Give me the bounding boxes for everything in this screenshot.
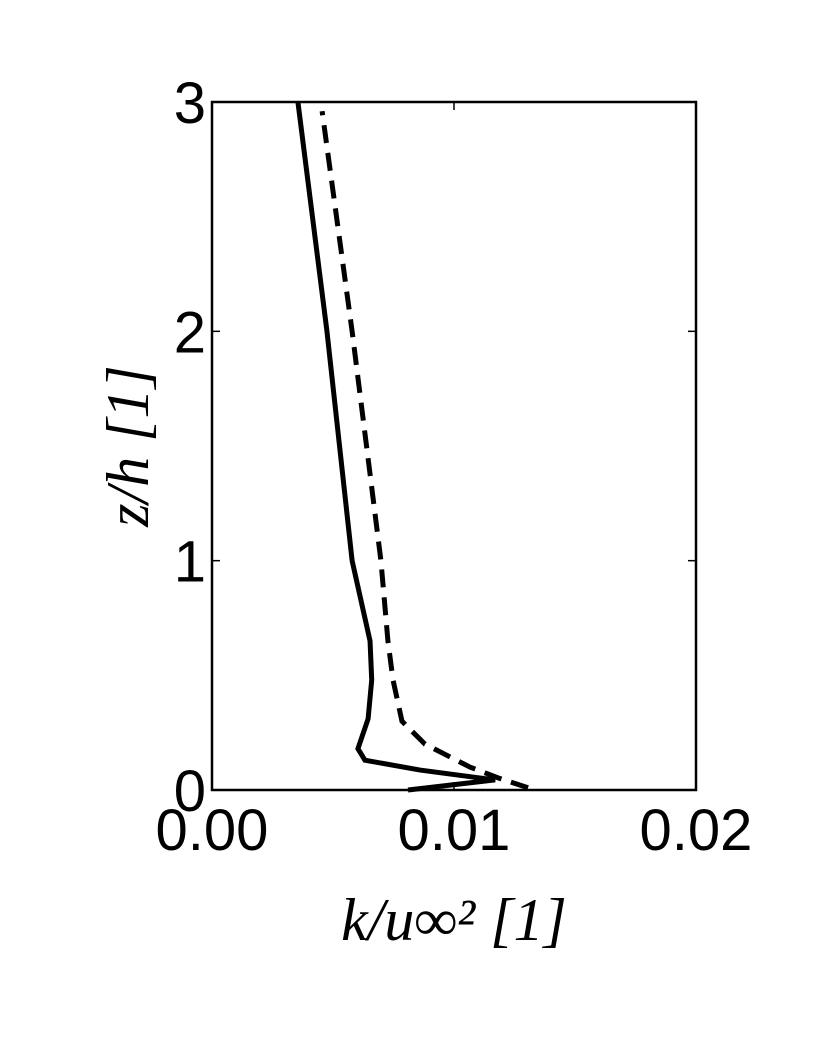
- y-axis-label: z/h [1]: [95, 365, 161, 528]
- x-tick-label: 0.02: [640, 798, 753, 863]
- y-tick-label: 2: [174, 300, 206, 365]
- x-tick-label: 0.01: [398, 798, 511, 863]
- plot-frame: [210, 100, 698, 792]
- y-tick-label: 3: [174, 71, 206, 136]
- data-line: [295, 101, 496, 793]
- data-line: [319, 110, 529, 791]
- x-tick-label: 0.00: [156, 798, 269, 863]
- plot-area: 0.00 0.01 0.02 0 1 2 3: [156, 71, 753, 863]
- x-axis-label: k/u∞² [1]: [341, 887, 567, 953]
- y-tick-label: 1: [174, 530, 206, 595]
- y-tick-label: 0: [174, 759, 206, 824]
